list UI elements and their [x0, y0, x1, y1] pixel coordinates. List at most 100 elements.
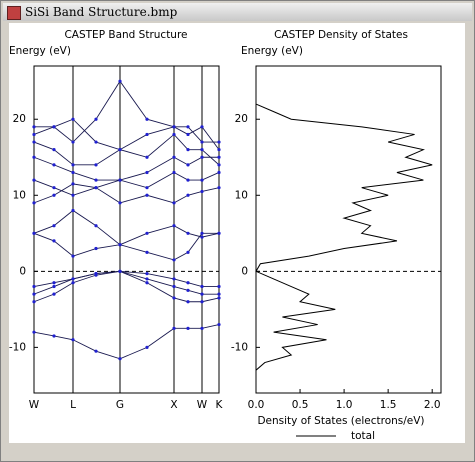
band-point: [172, 132, 176, 137]
band-point: [172, 284, 176, 289]
band-line: [33, 171, 220, 196]
band-point: [145, 231, 149, 235]
band-point: [52, 281, 56, 285]
chart-title: CASTEP Band Structure: [64, 29, 187, 41]
band-point: [186, 125, 190, 129]
band-point: [217, 170, 221, 175]
band-point: [118, 79, 122, 83]
window-title: SiSi Band Structure.bmp: [25, 5, 178, 19]
y-axis-label: Energy (eV): [241, 45, 303, 57]
band-point: [186, 132, 190, 137]
band-point: [52, 186, 56, 190]
band-point: [118, 269, 122, 273]
band-point: [145, 345, 149, 349]
band-point: [94, 117, 98, 121]
y-tick-label: -10: [9, 341, 26, 353]
x-tick-label: W: [197, 399, 208, 411]
band-point: [145, 117, 149, 121]
band-point: [118, 201, 122, 205]
band-point: [200, 231, 204, 235]
band-point: [172, 125, 176, 129]
x-tick-label: 0.0: [248, 399, 265, 411]
plot-frame: [255, 65, 442, 394]
band-line: [33, 270, 219, 287]
x-tick-label: 0.5: [292, 399, 309, 411]
band-point: [71, 338, 75, 342]
band-point: [32, 292, 36, 296]
band-point: [32, 140, 36, 144]
band-point: [118, 243, 122, 247]
band-point: [32, 132, 36, 137]
band-point: [94, 349, 98, 353]
band-point: [71, 277, 75, 281]
band-line: [33, 183, 220, 204]
band-point: [32, 284, 36, 289]
band-point: [52, 334, 56, 338]
band-point: [186, 300, 190, 304]
y-tick-label: 10: [235, 189, 248, 201]
x-axis-label: Density of States (electrons/eV): [257, 415, 424, 427]
band-point: [217, 292, 221, 296]
band-point: [145, 250, 149, 254]
band-point: [200, 189, 204, 194]
band-point: [172, 224, 176, 228]
band-point: [217, 148, 221, 152]
band-point: [217, 163, 221, 167]
band-point: [186, 288, 190, 292]
band-line: [33, 156, 219, 181]
x-tick-label: 1.0: [336, 399, 353, 411]
band-line: [33, 270, 220, 303]
x-tick-label: 2.0: [424, 399, 441, 411]
band-point: [94, 272, 98, 276]
band-point: [52, 239, 56, 243]
y-tick-label: 0: [241, 265, 248, 277]
band-point: [200, 284, 204, 289]
band-point: [52, 148, 56, 152]
band-point: [217, 296, 221, 300]
band-point: [200, 178, 204, 182]
band-point: [145, 170, 149, 175]
band-point: [94, 163, 98, 167]
band-point: [71, 193, 75, 197]
y-tick-label: 20: [235, 113, 248, 125]
canvas: [9, 23, 465, 443]
x-tick-label: K: [216, 399, 224, 411]
band-point: [217, 284, 221, 289]
band-point: [200, 155, 204, 159]
y-axis-label: Energy (eV): [9, 45, 71, 57]
band-point: [145, 155, 149, 159]
band-point: [71, 208, 75, 213]
band-point: [94, 186, 98, 190]
x-tick-label: G: [116, 399, 124, 411]
band-point: [94, 246, 98, 251]
y-tick-label: -10: [231, 341, 248, 353]
band-point: [186, 148, 190, 152]
band-point: [217, 140, 221, 144]
title-bar: SiSi Band Structure.bmp: [3, 3, 472, 21]
band-point: [71, 117, 75, 121]
band-line: [33, 209, 220, 246]
band-point: [145, 281, 149, 285]
band-point: [71, 281, 75, 285]
band-point: [118, 357, 122, 361]
band-point: [32, 231, 36, 235]
band-point: [186, 163, 190, 167]
chart-area: CASTEP Band Structure Energy (eV) -10 0 10 20…: [9, 23, 465, 443]
band-point: [71, 170, 75, 175]
legend-label: total: [351, 430, 375, 442]
band-point: [118, 148, 122, 152]
band-point: [71, 163, 75, 167]
band-point: [200, 292, 204, 296]
band-point: [32, 201, 36, 205]
band-line: [33, 118, 220, 151]
band-point: [172, 201, 176, 205]
band-point: [145, 272, 149, 276]
band-point: [52, 193, 56, 197]
x-tick-label: 1.5: [380, 399, 397, 411]
band-point: [172, 296, 176, 300]
band-point: [172, 277, 176, 281]
band-point: [186, 231, 190, 235]
band-point: [186, 250, 190, 254]
band-point: [217, 231, 221, 235]
band-point: [145, 186, 149, 190]
